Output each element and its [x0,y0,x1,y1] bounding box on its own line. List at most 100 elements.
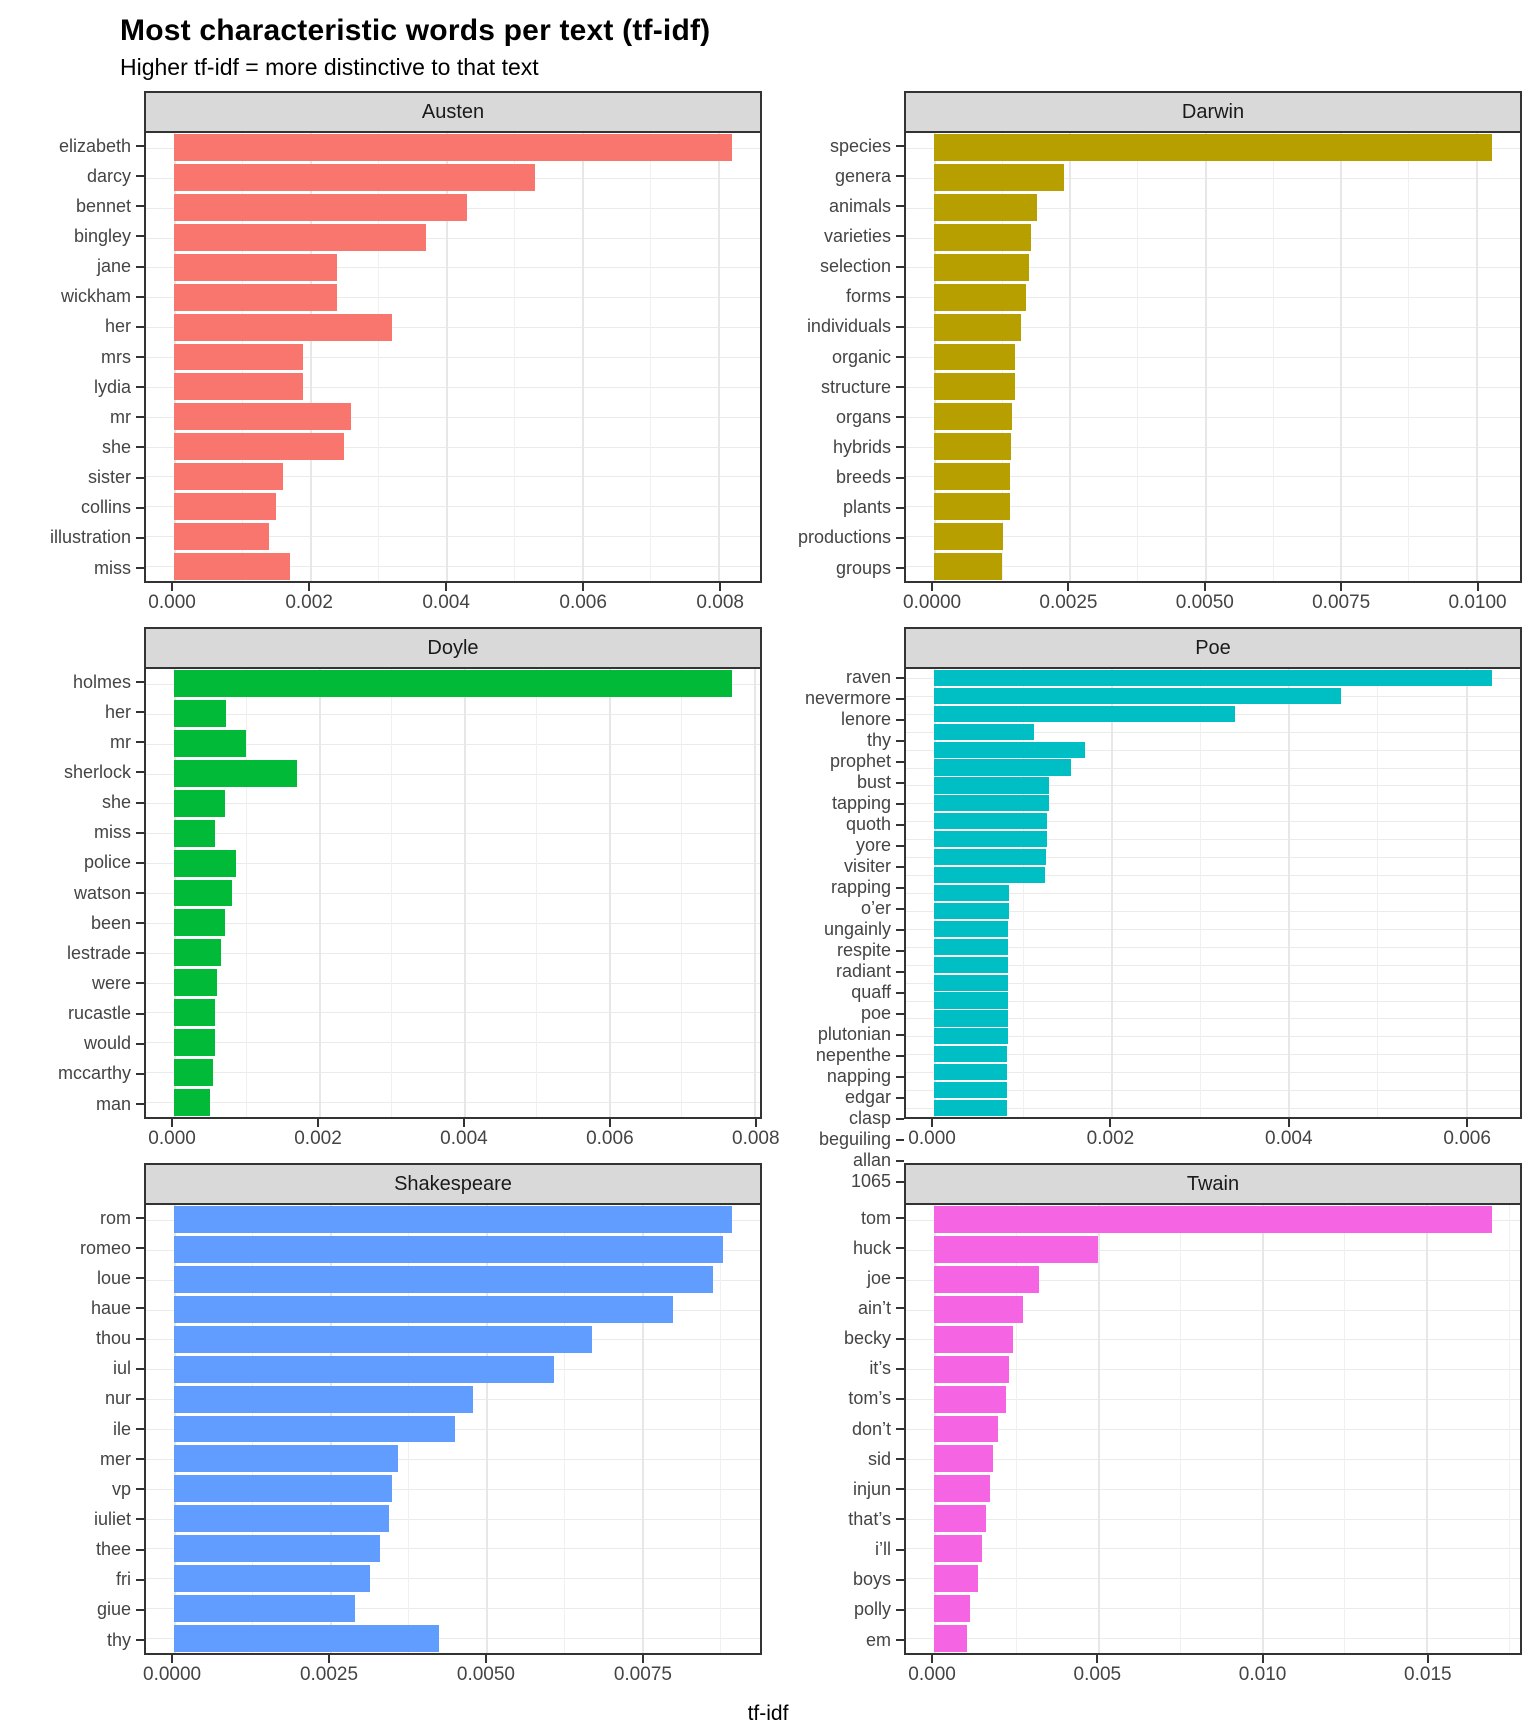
v-gridline-major [463,669,466,1117]
y-axis-label-row: giue [14,1595,144,1625]
y-axis-label-row: watson [14,878,144,908]
h-gridline [146,446,760,448]
y-axis-label: were [91,972,131,993]
y-axis-label-row: sid [774,1444,904,1474]
h-gridline [146,297,760,299]
y-axis-label-row: lestrade [14,938,144,968]
bar-mccarthy [173,1058,214,1086]
bar-huck [933,1236,1099,1264]
v-gridline-major [1475,133,1478,581]
bar-em [933,1624,967,1652]
bar-sid [933,1445,993,1473]
x-tick-label: 0.002 [285,592,333,613]
y-tick-mark [896,718,904,721]
y-axis-label: that’s [848,1508,891,1529]
bar-iuliet [173,1505,390,1533]
v-gridline-minor [1344,1205,1346,1653]
y-tick-mark [896,865,904,868]
y-axis-label-row: her [14,697,144,727]
y-tick-mark [136,711,144,714]
y-axis-label: tom’s [848,1388,891,1409]
bar-police [173,849,236,877]
y-axis-label-row: she [14,788,144,818]
h-gridline [906,1036,1520,1038]
y-tick-mark [896,265,904,268]
y-axis-label-row: beguiling [774,1129,904,1150]
y-axis-label: illustration [49,527,131,548]
x-tick-mark [1096,1655,1099,1663]
y-axis-label: poe [860,1003,891,1023]
h-gridline [146,357,760,358]
y-axis-label: thy [866,730,891,750]
bar-joe [933,1266,1039,1294]
bar-been [173,909,225,937]
x-tick-mark [754,1119,757,1127]
y-tick-mark [896,235,904,238]
bar-nepenthe [933,992,1009,1009]
y-axis-label-row: clasp [774,1108,904,1129]
y-axis-labels: species genera animals varieties selection fo… [774,131,904,583]
y-axis-label-row: haue [14,1293,144,1323]
v-gridline-major [1465,669,1468,1117]
bar-mer [173,1445,399,1473]
bar-plants [933,492,1010,520]
y-axis-label: plutonian [817,1024,891,1044]
bar-wickham [173,283,338,311]
bar-her [173,700,227,728]
y-tick-mark [136,1608,144,1611]
bar-loue [173,1266,714,1294]
y-tick-mark [136,476,144,479]
y-tick-mark [136,235,144,238]
y-axis-label: yore [855,835,891,855]
y-axis-label: species [829,135,891,156]
h-gridline [146,743,760,745]
y-axis-label-row: becky [774,1324,904,1354]
y-tick-mark [136,1103,144,1106]
y-tick-mark [136,1307,144,1310]
h-gridline [906,1108,1520,1110]
h-gridline [146,1012,760,1014]
y-axis-label-row: man [14,1089,144,1119]
v-gridline-minor [536,669,538,1117]
x-tick-mark [1340,583,1343,591]
bar-tom [933,1206,1493,1234]
y-axis-label-row: ile [14,1414,144,1444]
x-tick-label: 0.0100 [1448,592,1507,613]
v-gridline-minor [1508,1205,1510,1653]
y-tick-mark [896,1096,904,1099]
bar-species [933,134,1493,162]
bar-she [173,789,225,817]
x-tick-label: 0.008 [696,592,744,613]
y-tick-mark [136,145,144,148]
y-axis-label-row: boys [774,1565,904,1595]
bar-breeds [933,463,1010,490]
h-gridline [906,267,1520,269]
h-gridline [906,357,1520,358]
y-tick-mark [896,1075,904,1078]
facet-strip-label: Poe [1195,636,1231,659]
bar-haue [173,1296,673,1323]
v-gridline-major [1111,669,1114,1117]
y-axis-label: tapping [831,793,891,813]
x-tick-mark [1067,583,1070,591]
bar-romeo [173,1236,723,1264]
y-tick-mark [136,536,144,539]
h-gridline [146,327,760,329]
y-tick-mark [136,1247,144,1250]
bar-polly [933,1594,971,1622]
y-axis-label: holmes [72,671,131,692]
y-tick-mark [896,1608,904,1611]
h-gridline [906,446,1520,448]
y-tick-mark [896,1138,904,1141]
y-tick-mark [136,567,144,570]
y-tick-mark [136,175,144,178]
y-axis-label-row: huck [774,1233,904,1263]
y-tick-mark [896,823,904,826]
bar-were [173,969,218,997]
bar-napping [933,1010,1009,1027]
y-tick-mark [896,970,904,973]
y-tick-mark [896,325,904,328]
y-axis-label-row: polly [774,1595,904,1625]
bar-her [173,313,392,341]
v-gridline-minor [1376,669,1378,1117]
